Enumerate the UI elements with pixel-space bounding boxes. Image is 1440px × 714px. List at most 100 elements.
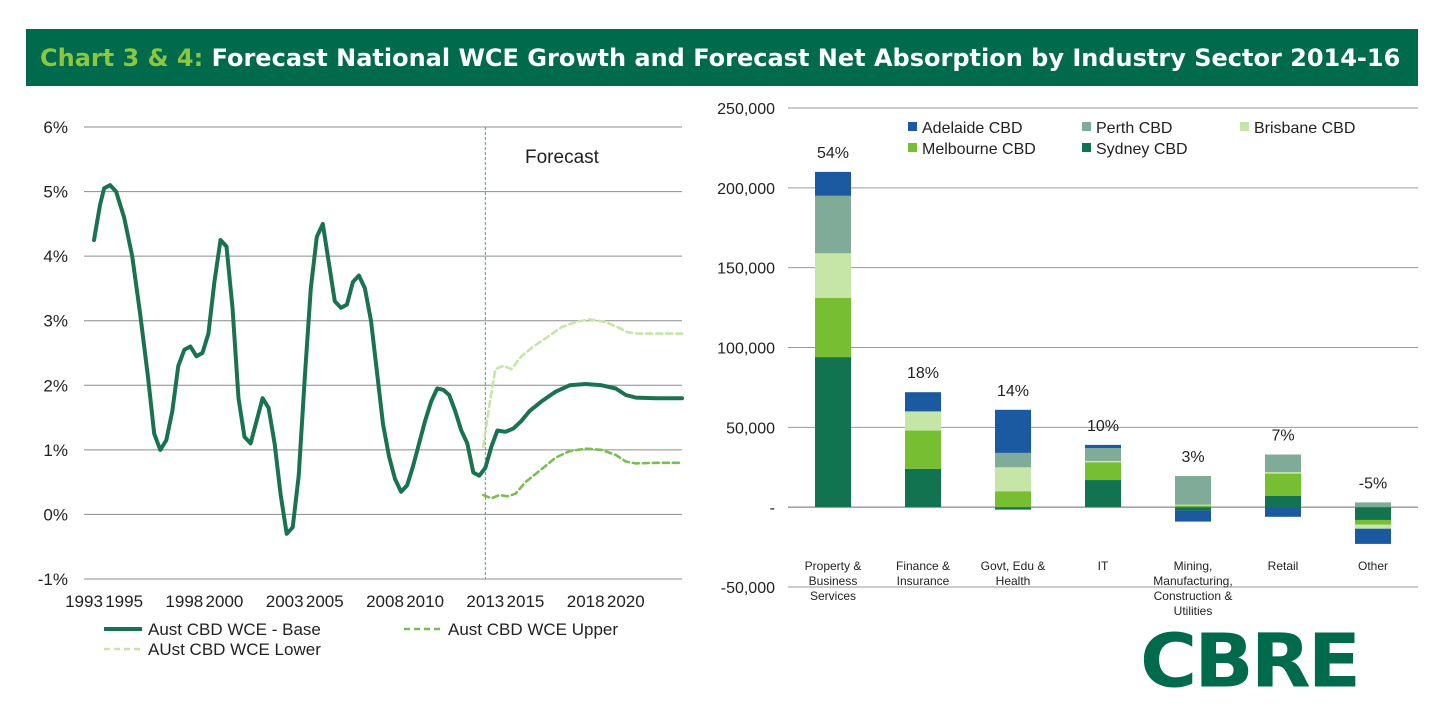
line-x-tick-label: 2010 <box>406 592 444 611</box>
banner-title-text: Forecast National WCE Growth and Forecas… <box>211 43 1401 72</box>
bar-category-label: Retail <box>1268 559 1299 573</box>
bar-legend-label: Adelaide CBD <box>922 120 1023 137</box>
line-series-2 <box>482 318 684 448</box>
bar-segment <box>1085 444 1121 449</box>
bar-y-tick-label: 250,000 <box>717 101 775 118</box>
line-x-tick-label: 1993 <box>65 592 103 611</box>
line-x-tick-label: 2018 <box>567 592 605 611</box>
bar-segment <box>905 411 941 431</box>
line-y-tick-label: 6% <box>43 118 68 137</box>
bar-segment <box>1265 454 1301 473</box>
banner-title: Chart 3 & 4: Forecast National WCE Growt… <box>40 44 1400 72</box>
line-x-tick-label: 2003 <box>266 592 304 611</box>
bar-segment <box>1085 480 1121 508</box>
bar-share-label: -5% <box>1359 475 1387 492</box>
bar-segment <box>1265 496 1301 508</box>
bar-segment <box>995 409 1031 453</box>
bar-category-label: Mining, <box>1174 559 1213 573</box>
bar-category-label: IT <box>1098 559 1109 573</box>
bar-category-label: Govt, Edu & <box>981 559 1046 573</box>
bar-category-label: Finance & <box>896 559 950 573</box>
line-x-tick-label: 2000 <box>206 592 244 611</box>
bar-share-label: 18% <box>907 365 939 382</box>
bar-segment <box>1265 507 1301 517</box>
line-y-tick-label: -1% <box>38 570 68 589</box>
bar-legend-label: Perth CBD <box>1096 120 1172 137</box>
bar-y-tick-label: -50,000 <box>721 580 775 597</box>
bar-segment <box>1355 502 1391 508</box>
line-y-tick-label: 4% <box>43 247 68 266</box>
bar-category-label: Business <box>809 574 858 588</box>
line-y-tick-label: 5% <box>43 183 68 202</box>
bar-segment <box>1085 462 1121 481</box>
bar-segment <box>815 253 851 298</box>
cbre-logo: CBRE <box>1140 619 1361 705</box>
bar-segment <box>1175 505 1211 508</box>
bar-share-label: 14% <box>997 383 1029 400</box>
bar-legend-swatch <box>908 143 917 152</box>
line-x-tick-label: 1998 <box>165 592 203 611</box>
bar-segment <box>1355 507 1391 520</box>
bar-share-label: 54% <box>817 145 849 162</box>
forecast-annotation: Forecast <box>525 147 600 168</box>
bar-category-label: Services <box>810 589 856 603</box>
bar-legend-label: Brisbane CBD <box>1254 120 1355 137</box>
line-series-1 <box>482 447 684 500</box>
bar-category-label: Property & <box>805 559 862 573</box>
line-x-tick-label: 2005 <box>306 592 344 611</box>
line-series-0 <box>92 183 684 536</box>
line-legend-label: Aust CBD WCE - Base <box>148 620 321 639</box>
bar-segment <box>995 452 1031 468</box>
line-y-tick-label: 3% <box>43 312 68 331</box>
bar-segment <box>1355 519 1391 525</box>
bar-y-tick-label: - <box>770 500 775 517</box>
bar-legend-swatch <box>1082 122 1091 131</box>
bar-y-tick-label: 150,000 <box>717 261 775 278</box>
line-legend-label: AUst CBD WCE Lower <box>148 640 321 659</box>
bar-segment <box>995 467 1031 492</box>
bar-segment <box>1265 472 1301 474</box>
bar-segment <box>1085 460 1121 463</box>
bar-segment <box>1355 528 1391 544</box>
bar-category-label: Construction & <box>1154 589 1233 603</box>
banner-title-prefix: Chart 3 & 4: <box>40 43 204 72</box>
bar-segment <box>815 171 851 196</box>
bar-y-tick-label: 200,000 <box>717 181 775 198</box>
line-x-tick-label: 2008 <box>366 592 404 611</box>
bar-share-label: 10% <box>1087 418 1119 435</box>
bar-segment <box>1175 504 1211 506</box>
bar-legend-label: Sydney CBD <box>1096 141 1188 158</box>
bar-segment <box>905 392 941 412</box>
net-absorption-bar-chart: -50,000-50,000100,000150,000200,000250,0… <box>717 101 1418 618</box>
bar-segment <box>995 507 1031 510</box>
bar-segment <box>1265 473 1301 496</box>
bar-category-label: Utilities <box>1174 604 1213 618</box>
bar-category-label: Manufacturing, <box>1153 574 1232 588</box>
line-x-tick-label: 1995 <box>105 592 143 611</box>
bar-segment <box>995 491 1031 508</box>
bar-y-tick-label: 100,000 <box>717 341 775 358</box>
line-y-tick-label: 0% <box>43 505 68 524</box>
bar-segment <box>905 468 941 508</box>
bar-segment <box>815 357 851 508</box>
bar-segment <box>1355 524 1391 529</box>
bar-segment <box>815 298 851 358</box>
bar-y-tick-label: 50,000 <box>726 420 775 437</box>
chart-banner: Chart 3 & 4: Forecast National WCE Growt… <box>26 29 1418 86</box>
line-y-tick-label: 1% <box>43 441 68 460</box>
bar-share-label: 7% <box>1271 427 1294 444</box>
bar-segment <box>1085 448 1121 461</box>
line-x-tick-label: 2015 <box>507 592 545 611</box>
wce-growth-line-chart: -1%0%1%2%3%4%5%6%1993 1995 1998 2000 2003 200… <box>38 118 684 659</box>
bar-segment <box>905 430 941 469</box>
bar-segment <box>815 195 851 254</box>
bar-legend-swatch <box>1240 122 1249 131</box>
bar-category-label: Health <box>996 574 1031 588</box>
bar-share-label: 3% <box>1181 449 1204 466</box>
bar-legend-swatch <box>1082 143 1091 152</box>
bar-segment <box>1175 476 1211 505</box>
line-x-tick-label: 2020 <box>607 592 645 611</box>
line-y-tick-label: 2% <box>43 376 68 395</box>
bar-category-label: Insurance <box>897 574 950 588</box>
bar-legend-label: Melbourne CBD <box>922 141 1036 158</box>
